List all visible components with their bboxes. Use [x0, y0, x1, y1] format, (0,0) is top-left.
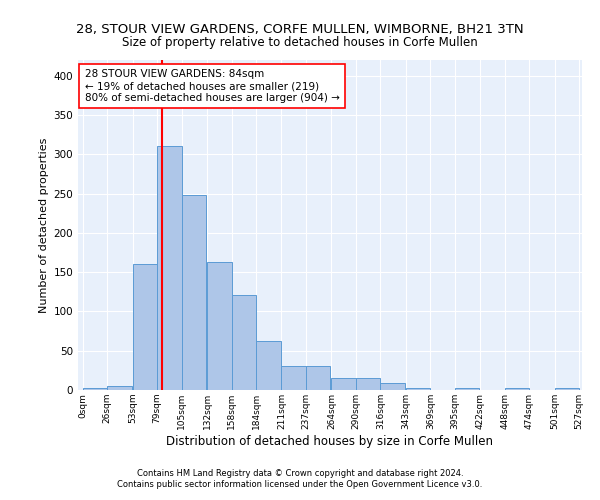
Text: Contains public sector information licensed under the Open Government Licence v3: Contains public sector information licen… [118, 480, 482, 489]
Y-axis label: Number of detached properties: Number of detached properties [39, 138, 49, 312]
Bar [182, 195, 206, 390]
Bar [356, 378, 380, 390]
Bar [157, 146, 182, 390]
Bar [306, 366, 331, 390]
Bar [406, 388, 430, 390]
Bar [207, 262, 232, 390]
X-axis label: Distribution of detached houses by size in Corfe Mullen: Distribution of detached houses by size … [167, 434, 493, 448]
Text: 28, STOUR VIEW GARDENS, CORFE MULLEN, WIMBORNE, BH21 3TN: 28, STOUR VIEW GARDENS, CORFE MULLEN, WI… [76, 22, 524, 36]
Bar [256, 340, 281, 390]
Text: 28 STOUR VIEW GARDENS: 84sqm
← 19% of detached houses are smaller (219)
80% of s: 28 STOUR VIEW GARDENS: 84sqm ← 19% of de… [85, 70, 340, 102]
Bar [232, 295, 256, 390]
Bar [554, 388, 579, 390]
Bar [133, 264, 157, 390]
Bar [380, 383, 405, 390]
Bar [331, 378, 356, 390]
Bar [107, 386, 131, 390]
Bar [455, 388, 479, 390]
Text: Contains HM Land Registry data © Crown copyright and database right 2024.: Contains HM Land Registry data © Crown c… [137, 468, 463, 477]
Text: Size of property relative to detached houses in Corfe Mullen: Size of property relative to detached ho… [122, 36, 478, 49]
Bar [281, 366, 306, 390]
Bar [83, 388, 107, 390]
Bar [505, 388, 529, 390]
